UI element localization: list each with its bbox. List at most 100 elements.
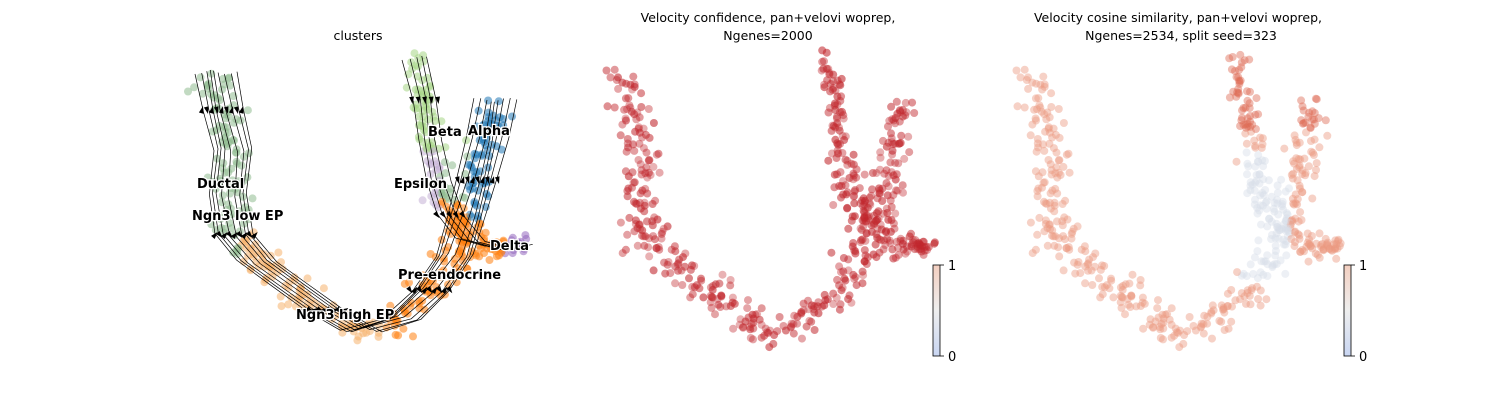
scatter-point bbox=[1081, 279, 1090, 288]
scatter-point bbox=[851, 273, 860, 282]
scatter-point bbox=[1321, 234, 1330, 243]
scatter-point bbox=[652, 244, 661, 252]
scatter-point bbox=[1255, 179, 1264, 188]
scatter-point bbox=[1041, 127, 1050, 136]
scatter-point bbox=[900, 154, 909, 163]
scatter-point bbox=[1052, 163, 1061, 172]
scatter-point bbox=[208, 127, 217, 136]
scatter-point bbox=[650, 235, 659, 244]
streamline-arrow bbox=[409, 96, 414, 104]
scatter-point bbox=[835, 281, 844, 290]
scatter-point bbox=[1067, 229, 1076, 238]
scatter-point bbox=[1040, 82, 1049, 91]
streamline-arrow bbox=[446, 211, 453, 219]
scatter-point bbox=[673, 260, 682, 269]
scatter-point bbox=[643, 217, 651, 226]
scatter-point bbox=[1246, 117, 1255, 126]
scatter-point bbox=[1246, 178, 1255, 187]
scatter-point bbox=[1256, 286, 1265, 295]
scatter-point bbox=[829, 289, 838, 298]
scatter-point bbox=[1048, 186, 1057, 195]
scatter-point bbox=[1215, 316, 1224, 325]
scatter-point bbox=[1170, 331, 1179, 340]
scatter-point bbox=[1081, 262, 1090, 271]
scatter-point bbox=[1127, 291, 1136, 300]
scatter-point bbox=[484, 108, 493, 117]
streamline-arrow bbox=[416, 286, 423, 294]
scatter-point bbox=[833, 119, 842, 128]
scatter-point bbox=[697, 274, 705, 283]
scatter-point bbox=[1244, 162, 1253, 171]
scatter-point bbox=[671, 247, 680, 256]
scatter-point bbox=[1293, 195, 1302, 204]
streamline-arrow bbox=[411, 286, 418, 294]
scatter-point bbox=[1298, 102, 1307, 111]
scatter-point bbox=[810, 302, 819, 311]
scatter-point bbox=[637, 170, 646, 179]
scatter-point bbox=[1183, 327, 1192, 336]
scatter-point bbox=[1081, 247, 1090, 256]
scatter-point bbox=[892, 97, 901, 106]
scatter-point bbox=[714, 300, 723, 309]
scatter-point bbox=[1232, 92, 1241, 101]
scatter-point bbox=[1255, 170, 1264, 179]
scatter-point bbox=[514, 239, 523, 248]
scatter-point bbox=[1237, 58, 1246, 67]
scatter-point bbox=[1050, 201, 1059, 210]
streamline bbox=[230, 73, 511, 332]
scatter-point bbox=[707, 293, 716, 302]
scatter-point bbox=[616, 218, 625, 227]
scatter-point bbox=[766, 326, 774, 335]
scatter-point bbox=[837, 182, 846, 190]
scatter-point bbox=[1298, 246, 1307, 254]
scatter-point bbox=[841, 155, 850, 164]
scatter-point bbox=[1252, 171, 1261, 179]
scatter-point bbox=[1136, 302, 1145, 310]
scatter-point bbox=[1207, 309, 1216, 318]
scatter-point bbox=[884, 122, 892, 131]
scatter-point bbox=[1237, 271, 1246, 280]
scatter-point bbox=[1223, 289, 1232, 298]
scatter-point bbox=[894, 159, 903, 168]
scatter-point bbox=[1026, 131, 1035, 140]
scatter-point bbox=[418, 196, 427, 205]
streamline bbox=[209, 69, 492, 331]
scatter-point bbox=[799, 299, 808, 308]
scatter-point bbox=[1262, 197, 1271, 206]
colorbar-tick-label-min: 0 bbox=[1359, 350, 1367, 365]
scatter-point bbox=[635, 128, 644, 137]
scatter-point bbox=[1047, 166, 1056, 175]
scatter-point bbox=[757, 304, 766, 313]
scatter-point bbox=[1312, 159, 1321, 168]
scatter-point bbox=[1290, 228, 1299, 237]
scatter-point bbox=[374, 328, 383, 337]
scatter-point bbox=[1045, 198, 1054, 207]
scatter-point bbox=[1299, 106, 1308, 115]
scatter-point bbox=[1335, 242, 1344, 251]
scatter-point bbox=[1235, 66, 1243, 74]
streamline-arrow bbox=[216, 231, 223, 238]
streamline bbox=[224, 73, 504, 330]
scatter-point bbox=[448, 161, 457, 170]
scatter-point bbox=[1038, 183, 1046, 192]
scatter-point bbox=[849, 160, 858, 169]
scatter-point bbox=[632, 199, 641, 208]
scatter-point bbox=[645, 252, 654, 261]
scatter-point bbox=[829, 300, 838, 308]
scatter-point bbox=[1311, 249, 1320, 258]
scatter-point bbox=[232, 148, 241, 157]
scatter-point bbox=[1232, 73, 1241, 82]
scatter-point bbox=[644, 243, 653, 252]
scatter-point bbox=[660, 258, 669, 267]
scatter-point bbox=[1179, 339, 1188, 348]
scatter-point bbox=[667, 245, 676, 254]
scatter-point bbox=[634, 156, 643, 164]
scatter-point bbox=[747, 320, 756, 328]
scatter-point bbox=[639, 144, 648, 153]
scatter-point bbox=[635, 139, 644, 148]
scatter-point bbox=[859, 194, 868, 203]
scatter-point bbox=[899, 188, 907, 197]
scatter-point bbox=[1252, 176, 1261, 185]
colorbar-gradient bbox=[1343, 264, 1352, 357]
scatter-point bbox=[638, 226, 647, 235]
